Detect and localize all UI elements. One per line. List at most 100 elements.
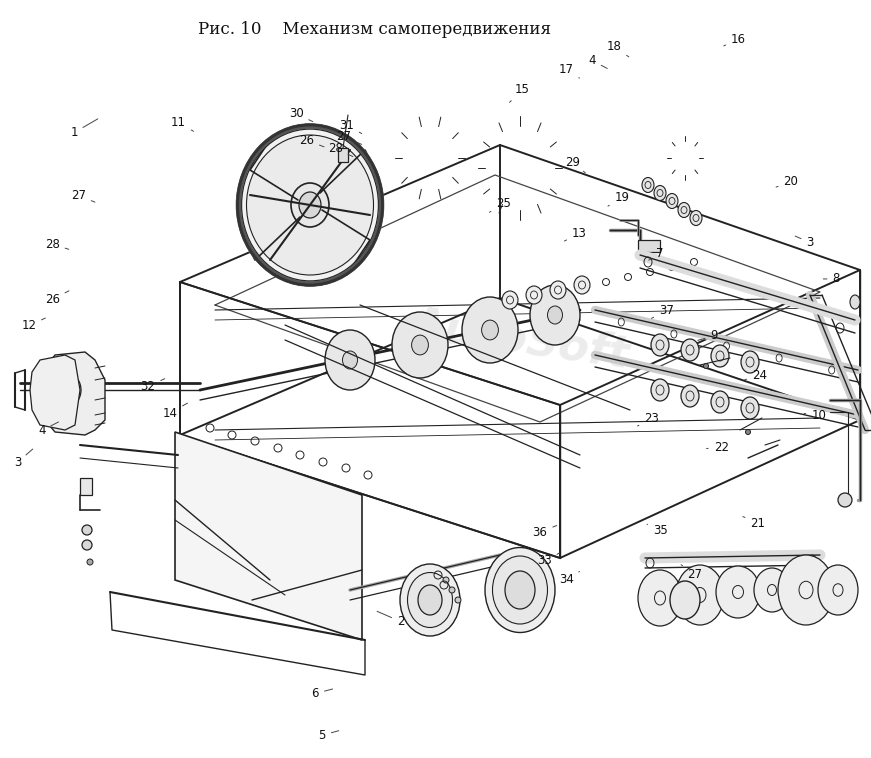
Ellipse shape — [505, 571, 535, 609]
Text: 14: 14 — [162, 403, 187, 420]
Text: 5: 5 — [319, 728, 339, 742]
Text: 37: 37 — [652, 304, 674, 318]
Text: 19: 19 — [608, 190, 630, 206]
Text: 26: 26 — [299, 133, 324, 147]
Text: 30: 30 — [289, 107, 313, 121]
Ellipse shape — [651, 379, 669, 401]
Ellipse shape — [462, 297, 518, 363]
Text: 29: 29 — [565, 156, 585, 173]
Ellipse shape — [681, 385, 699, 407]
Text: Рис. 10    Механизм самопередвижения: Рис. 10 Механизм самопередвижения — [198, 21, 551, 38]
Ellipse shape — [711, 391, 729, 413]
Ellipse shape — [392, 312, 448, 378]
Ellipse shape — [64, 382, 76, 398]
Ellipse shape — [690, 211, 702, 225]
Ellipse shape — [299, 192, 321, 218]
Polygon shape — [30, 355, 80, 430]
Text: 13: 13 — [564, 227, 587, 241]
Ellipse shape — [676, 565, 724, 625]
Text: 21: 21 — [743, 516, 766, 530]
Text: 12: 12 — [21, 318, 45, 333]
Ellipse shape — [574, 276, 590, 294]
Ellipse shape — [526, 286, 542, 304]
Text: 27: 27 — [336, 130, 361, 144]
Text: 28: 28 — [44, 237, 69, 251]
Ellipse shape — [850, 295, 860, 309]
Ellipse shape — [400, 564, 460, 636]
Bar — [638, 240, 660, 252]
Text: 15: 15 — [510, 83, 530, 102]
Text: 24: 24 — [745, 368, 767, 382]
Text: 32: 32 — [140, 379, 165, 393]
Ellipse shape — [704, 364, 708, 368]
Ellipse shape — [746, 430, 751, 434]
Text: 18: 18 — [606, 40, 629, 57]
Ellipse shape — [408, 572, 453, 628]
Text: 31: 31 — [339, 118, 361, 133]
Ellipse shape — [754, 568, 790, 612]
Ellipse shape — [291, 183, 329, 227]
Ellipse shape — [455, 597, 461, 603]
Text: 26: 26 — [44, 291, 69, 306]
Ellipse shape — [59, 375, 81, 405]
Text: 22: 22 — [706, 440, 729, 454]
Text: 35: 35 — [647, 524, 667, 537]
Ellipse shape — [548, 306, 563, 324]
Text: 34: 34 — [558, 572, 579, 587]
Ellipse shape — [530, 285, 580, 345]
Ellipse shape — [449, 587, 455, 593]
Text: 27: 27 — [681, 565, 703, 581]
Ellipse shape — [246, 135, 374, 275]
Bar — [338, 148, 348, 162]
Text: AutoSoft: AutoSoft — [408, 303, 632, 377]
Ellipse shape — [492, 556, 548, 624]
Ellipse shape — [550, 281, 566, 299]
Text: 16: 16 — [724, 33, 746, 46]
Text: 20: 20 — [776, 175, 799, 189]
Ellipse shape — [670, 581, 700, 619]
Ellipse shape — [642, 177, 654, 193]
Ellipse shape — [238, 125, 382, 285]
Text: 6: 6 — [312, 687, 333, 700]
Text: 9: 9 — [698, 329, 718, 343]
Ellipse shape — [418, 585, 442, 615]
Ellipse shape — [651, 334, 669, 356]
Text: 1: 1 — [71, 119, 98, 139]
Ellipse shape — [838, 493, 852, 507]
Ellipse shape — [342, 351, 357, 369]
Ellipse shape — [412, 335, 429, 355]
Text: 10: 10 — [804, 409, 827, 422]
Ellipse shape — [87, 559, 93, 565]
Polygon shape — [175, 432, 362, 640]
Text: 7: 7 — [649, 247, 664, 261]
Ellipse shape — [666, 193, 678, 208]
Ellipse shape — [778, 555, 834, 625]
Ellipse shape — [741, 397, 759, 419]
Ellipse shape — [681, 339, 699, 361]
Text: 28: 28 — [327, 142, 353, 156]
Ellipse shape — [654, 186, 666, 201]
Text: 3: 3 — [14, 449, 33, 469]
Text: 33: 33 — [537, 553, 559, 568]
Ellipse shape — [325, 330, 375, 390]
Ellipse shape — [482, 320, 498, 340]
Text: 17: 17 — [558, 63, 579, 78]
Ellipse shape — [82, 525, 92, 535]
Text: 4: 4 — [38, 422, 58, 437]
Ellipse shape — [638, 570, 682, 626]
Ellipse shape — [678, 202, 690, 218]
Text: 23: 23 — [638, 412, 659, 426]
Ellipse shape — [741, 351, 759, 373]
Text: 4: 4 — [589, 54, 607, 68]
Text: 11: 11 — [171, 116, 193, 131]
Text: 8: 8 — [823, 272, 840, 286]
Ellipse shape — [485, 547, 555, 632]
Text: 27: 27 — [71, 189, 95, 202]
Polygon shape — [80, 478, 92, 495]
Text: 25: 25 — [490, 196, 511, 212]
Ellipse shape — [502, 291, 518, 309]
Ellipse shape — [711, 345, 729, 367]
Ellipse shape — [82, 540, 92, 550]
Ellipse shape — [443, 577, 449, 583]
Text: 2: 2 — [377, 611, 404, 628]
